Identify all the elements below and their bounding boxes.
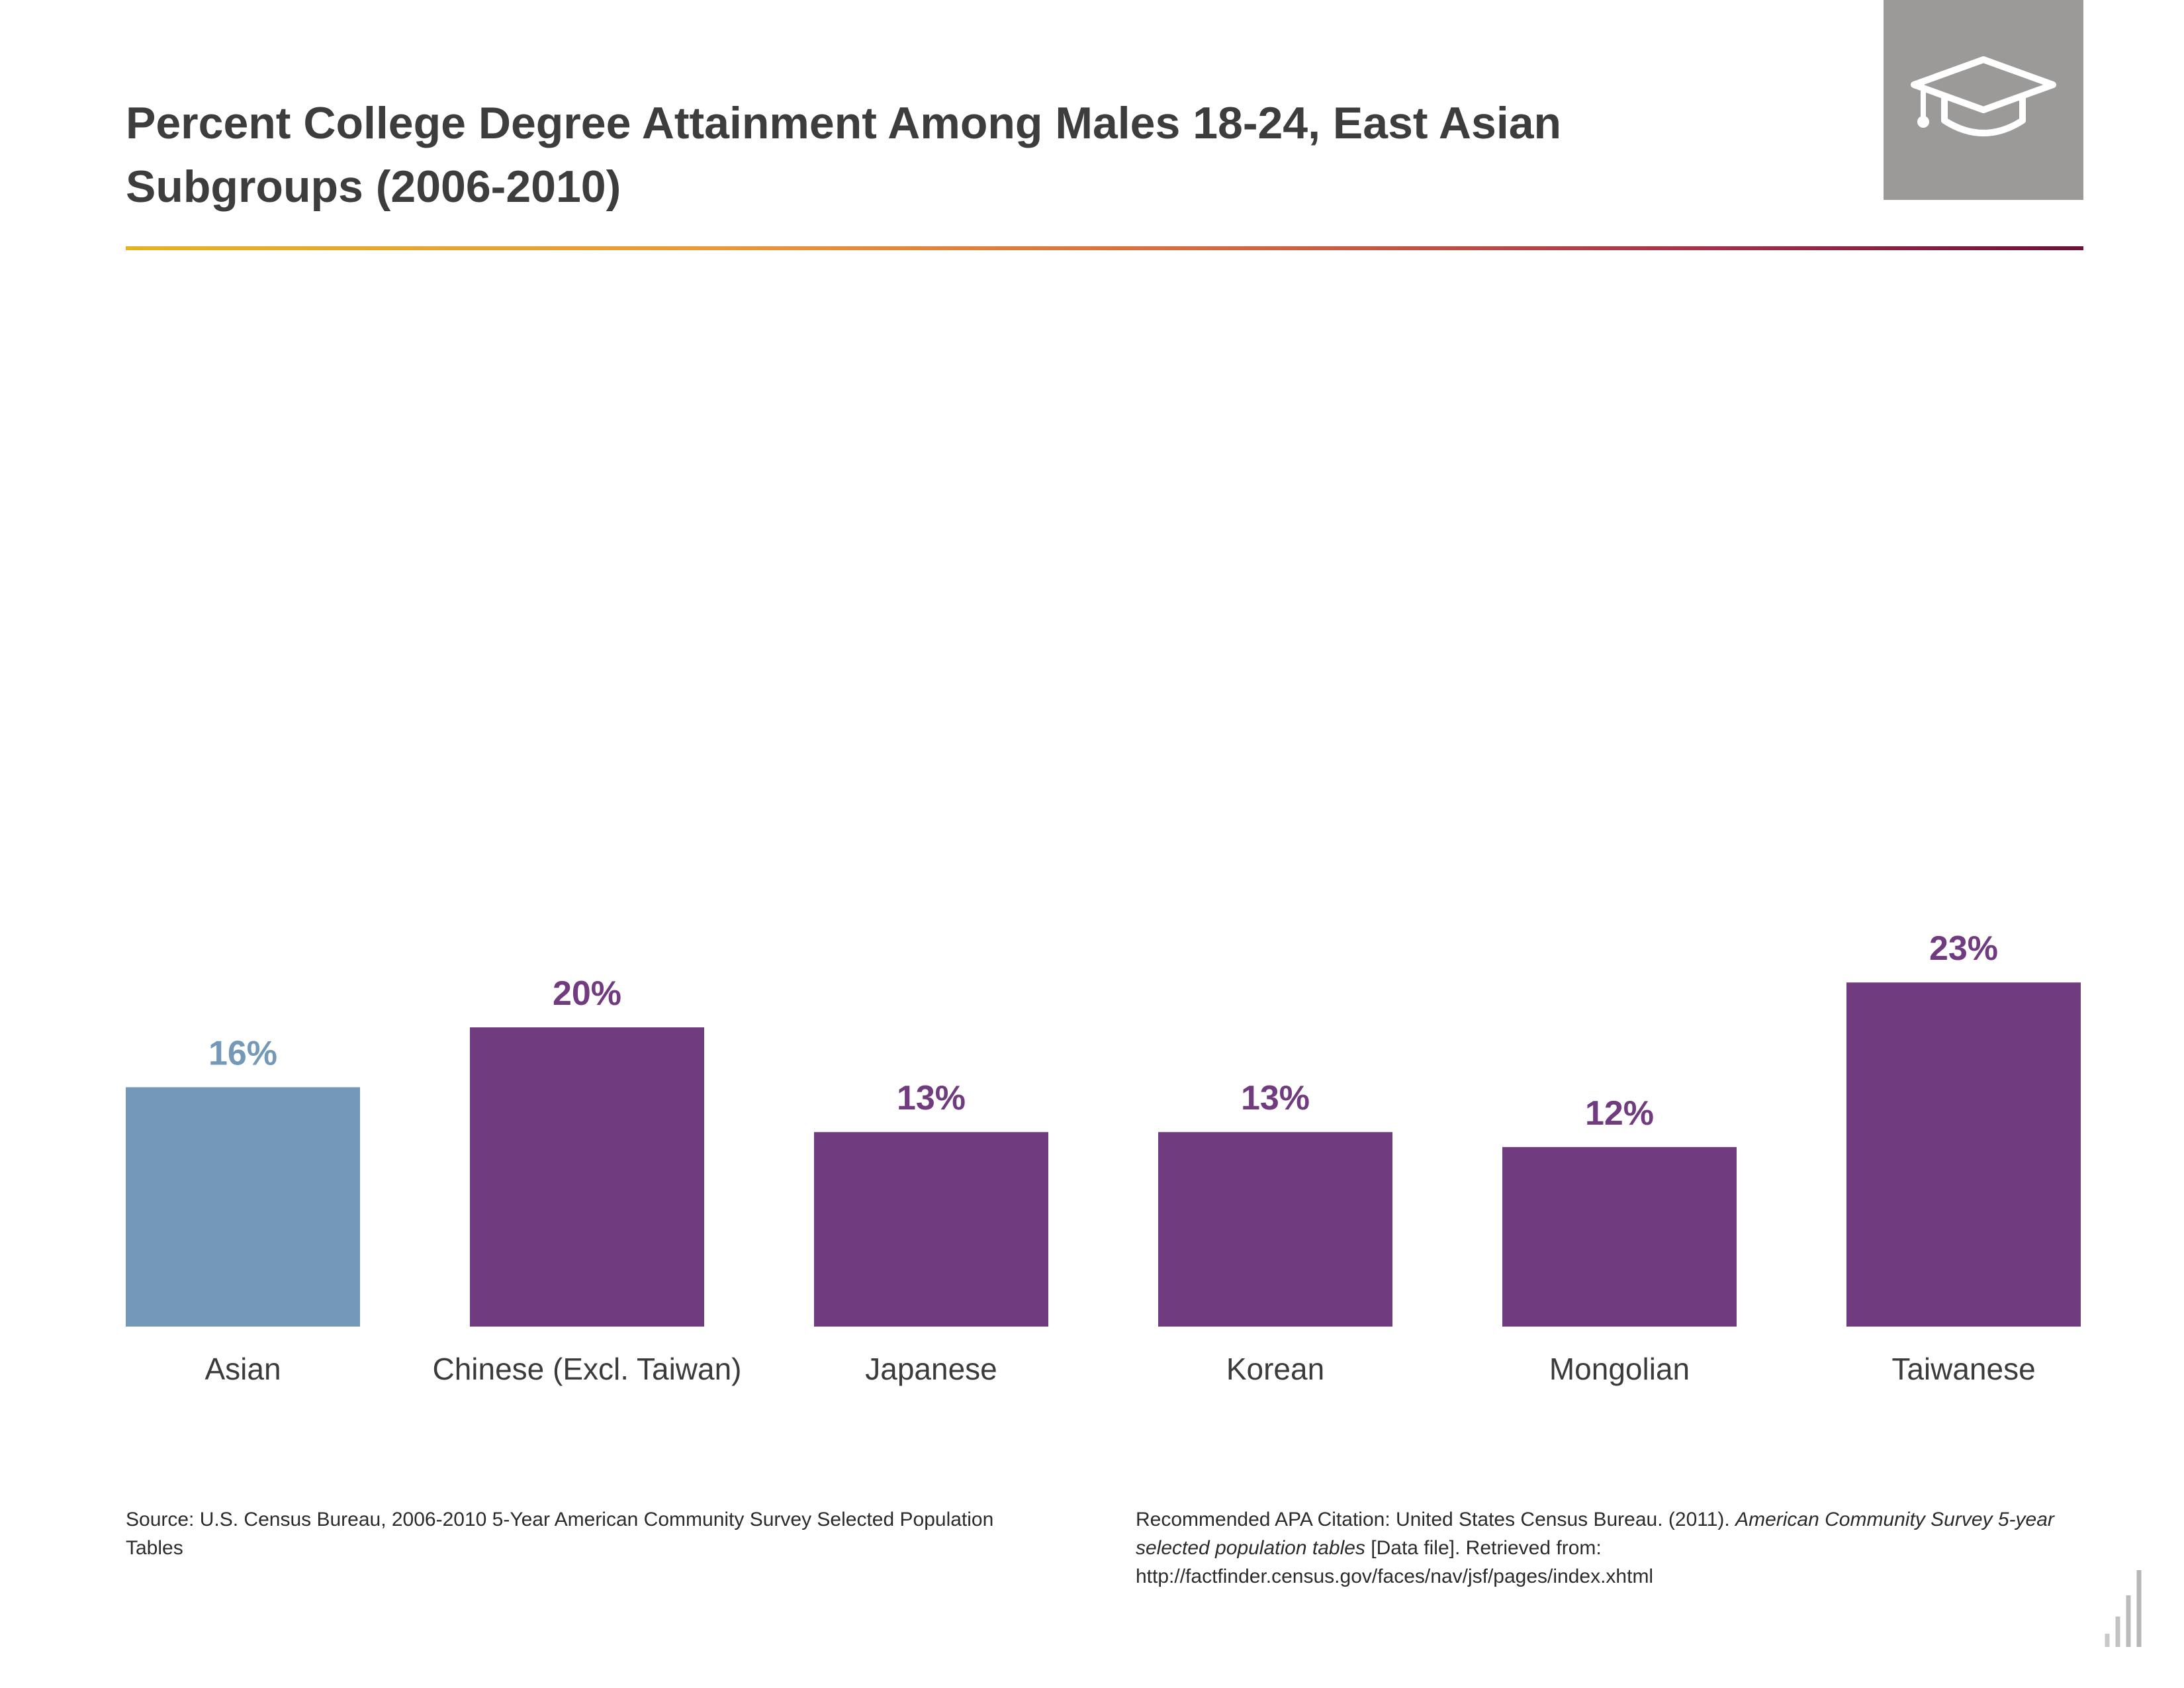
value-label-taiwanese: 23% bbox=[1929, 929, 1998, 968]
bar-asian bbox=[126, 1087, 360, 1327]
citation-prefix: Recommended APA Citation: United States … bbox=[1136, 1509, 1736, 1530]
citation-title: American Community Survey 5-year selecte… bbox=[1136, 1509, 2054, 1559]
citation-suffix: [Data file]. Retrieved from: http://fact… bbox=[1136, 1537, 1654, 1587]
bar-taiwanese bbox=[1846, 982, 2081, 1327]
value-label-japanese: 13% bbox=[897, 1079, 966, 1117]
value-labels-group: 16% 20% 13% 13% 12% 23% bbox=[208, 929, 1998, 1133]
bars-group bbox=[126, 982, 2081, 1327]
bar-korean bbox=[1158, 1132, 1392, 1327]
title-divider bbox=[126, 246, 2083, 250]
header-icon-panel bbox=[1884, 0, 2083, 200]
category-labels-group: Asian Chinese (Excl. Taiwan) Japanese Korea… bbox=[205, 1352, 2035, 1386]
value-label-asian: 16% bbox=[208, 1034, 277, 1072]
chart-title-line-1: Percent College Degree Attainment Among … bbox=[126, 98, 1562, 148]
category-label-asian: Asian bbox=[205, 1352, 281, 1386]
value-label-korean: 13% bbox=[1241, 1079, 1310, 1117]
graduation-cap-icon bbox=[1911, 56, 2056, 136]
bar-mongolian bbox=[1502, 1147, 1737, 1327]
chart-title-line-2: Subgroups (2006-2010) bbox=[126, 162, 621, 212]
category-label-taiwanese: Taiwanese bbox=[1891, 1352, 2035, 1386]
value-label-chinese-excl-taiwan: 20% bbox=[553, 974, 621, 1013]
bar-chinese-excl-taiwan bbox=[470, 1027, 704, 1327]
citation-note: Recommended APA Citation: United States … bbox=[1136, 1505, 2075, 1591]
bar-chart-logo-icon bbox=[2105, 1570, 2142, 1647]
category-label-korean: Korean bbox=[1226, 1352, 1324, 1386]
bar-japanese bbox=[814, 1132, 1048, 1327]
source-note: Source: U.S. Census Bureau, 2006-2010 5-… bbox=[126, 1509, 994, 1559]
category-label-japanese: Japanese bbox=[865, 1352, 997, 1386]
chart-title: Percent College Degree Attainment Among … bbox=[126, 91, 1714, 218]
category-label-chinese-excl-taiwan: Chinese (Excl. Taiwan) bbox=[432, 1352, 741, 1386]
value-label-mongolian: 12% bbox=[1585, 1094, 1654, 1133]
category-label-mongolian: Mongolian bbox=[1549, 1352, 1690, 1386]
